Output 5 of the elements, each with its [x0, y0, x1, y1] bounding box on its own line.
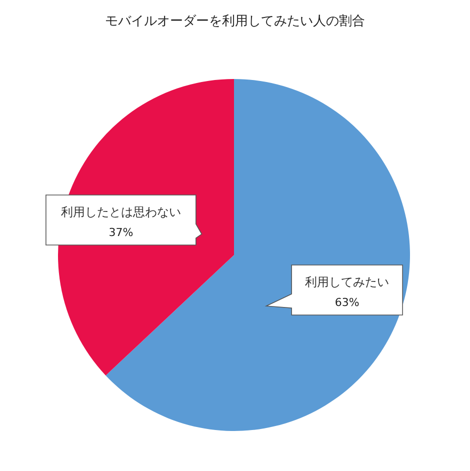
slice-label: 利用してみたい [305, 274, 390, 289]
data-label: 37% [108, 226, 134, 240]
slice-label: 利用したとは思わない [60, 205, 181, 220]
chart-title: モバイルオーダーを利用してみたい人の割合 [105, 14, 365, 29]
data-label: 63% [334, 296, 360, 309]
